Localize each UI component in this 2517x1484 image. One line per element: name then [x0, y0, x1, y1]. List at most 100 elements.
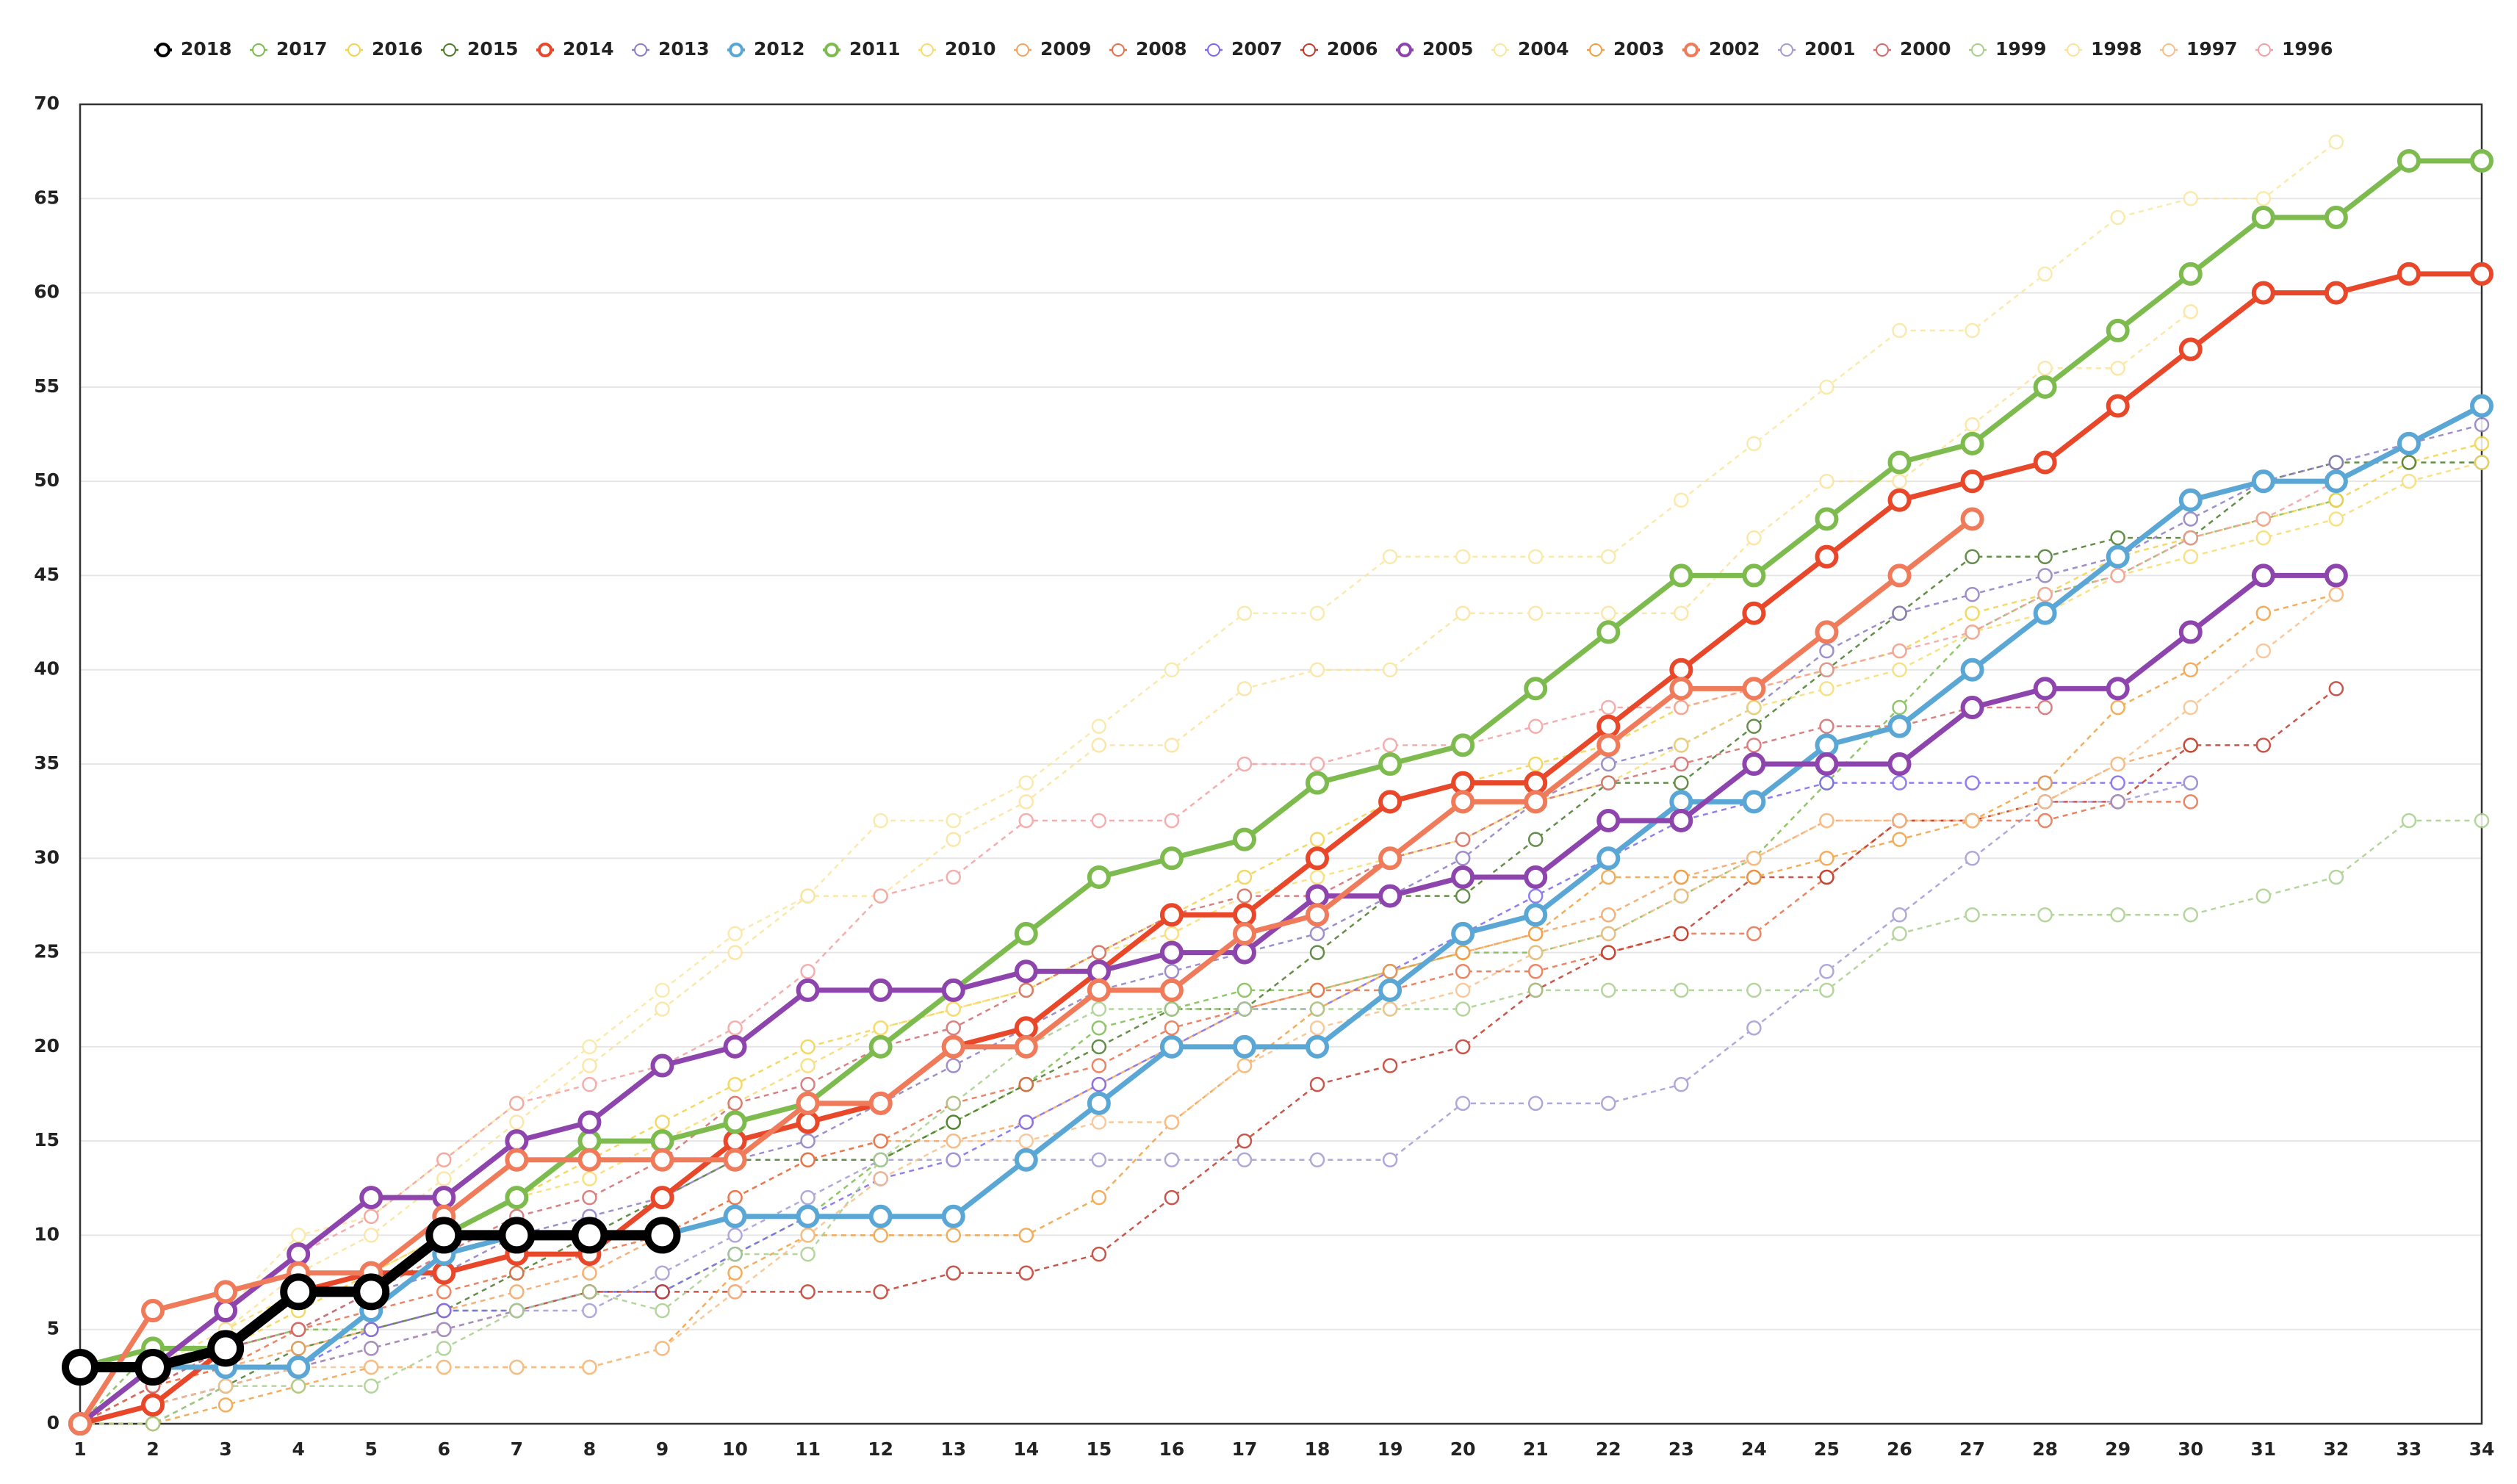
series-line [79, 271, 2482, 1427]
point [1378, 884, 1402, 908]
point [1674, 926, 1689, 942]
point [1164, 1189, 1180, 1206]
point [2470, 394, 2493, 418]
point [1815, 544, 1839, 569]
point [2474, 455, 2490, 470]
point [1669, 790, 1693, 814]
point [796, 1204, 820, 1228]
point [727, 1189, 743, 1206]
point [363, 1228, 379, 1243]
point [1819, 718, 1834, 734]
point [363, 1322, 379, 1337]
point [1382, 1058, 1398, 1073]
point [1960, 431, 1984, 455]
series-line [79, 141, 2337, 1424]
point [1236, 869, 1253, 885]
point [1091, 1076, 1107, 1092]
point [800, 1058, 815, 1073]
y-tick-label: 65 [34, 187, 60, 208]
point [1306, 903, 1330, 927]
point [1309, 662, 1325, 677]
point [1236, 888, 1253, 904]
point [1815, 507, 1839, 531]
point [946, 832, 961, 847]
point [2033, 677, 2057, 701]
point [2255, 191, 2272, 206]
point [505, 1186, 529, 1210]
point [1819, 681, 1834, 696]
x-tick-label: 26 [1887, 1438, 1912, 1460]
point [1382, 1152, 1398, 1168]
point [1819, 869, 1834, 885]
point [1527, 963, 1544, 979]
point [509, 1303, 525, 1319]
point [1087, 1091, 1111, 1115]
point [2037, 813, 2053, 829]
point [1596, 733, 1621, 757]
point [1164, 1020, 1180, 1036]
point [1674, 699, 1689, 716]
point [2255, 511, 2272, 527]
point [1309, 926, 1325, 942]
point [1524, 677, 1548, 701]
x-tick-label: 28 [2032, 1438, 2058, 1460]
point [1965, 417, 1980, 433]
point [1164, 813, 1180, 829]
series-line [79, 782, 2192, 1425]
point [432, 1186, 456, 1210]
point [505, 1148, 529, 1172]
point [1965, 907, 1980, 923]
y-tick-label: 60 [34, 281, 60, 303]
point [1382, 963, 1398, 979]
series [72, 813, 2490, 1432]
point [1746, 530, 1762, 546]
point [723, 1148, 747, 1172]
point [1306, 771, 1330, 795]
legend-marker [921, 43, 934, 57]
point [1819, 473, 1834, 489]
point [2106, 677, 2130, 701]
legend-label: 2018 [181, 38, 232, 60]
legend-label: 2014 [563, 38, 614, 60]
point [946, 1152, 961, 1168]
point [1236, 1058, 1253, 1073]
point [1965, 813, 1980, 829]
point [1455, 963, 1471, 979]
point [2178, 337, 2203, 361]
point [1742, 601, 1766, 625]
point [2328, 869, 2344, 885]
point [1746, 982, 1762, 998]
point [1164, 963, 1180, 979]
point [505, 1129, 529, 1153]
point [1236, 982, 1253, 998]
point [363, 1209, 379, 1225]
point [62, 1349, 98, 1386]
point [1746, 1020, 1762, 1036]
legend-label: 2015 [467, 38, 519, 60]
point [436, 1171, 452, 1186]
point [1524, 903, 1548, 927]
point [2474, 417, 2490, 433]
point [2110, 568, 2125, 583]
point [800, 1284, 815, 1300]
point [873, 1020, 888, 1036]
point [723, 1204, 747, 1228]
legend-label: 2007 [1231, 38, 1283, 60]
y-tick-label: 15 [34, 1129, 60, 1150]
point [1960, 696, 1984, 720]
point [2183, 549, 2199, 565]
point [1527, 1095, 1544, 1112]
point [141, 1299, 165, 1323]
point [1601, 907, 1616, 923]
point [1018, 982, 1034, 998]
point [2037, 699, 2053, 716]
point [1601, 945, 1616, 960]
point [290, 1322, 306, 1337]
point [582, 1284, 597, 1300]
legend-marker [1303, 43, 1316, 57]
point [1091, 1246, 1107, 1262]
point [1451, 790, 1475, 814]
point [577, 1129, 602, 1153]
legend-label: 2010 [945, 38, 996, 60]
point [214, 1299, 238, 1323]
